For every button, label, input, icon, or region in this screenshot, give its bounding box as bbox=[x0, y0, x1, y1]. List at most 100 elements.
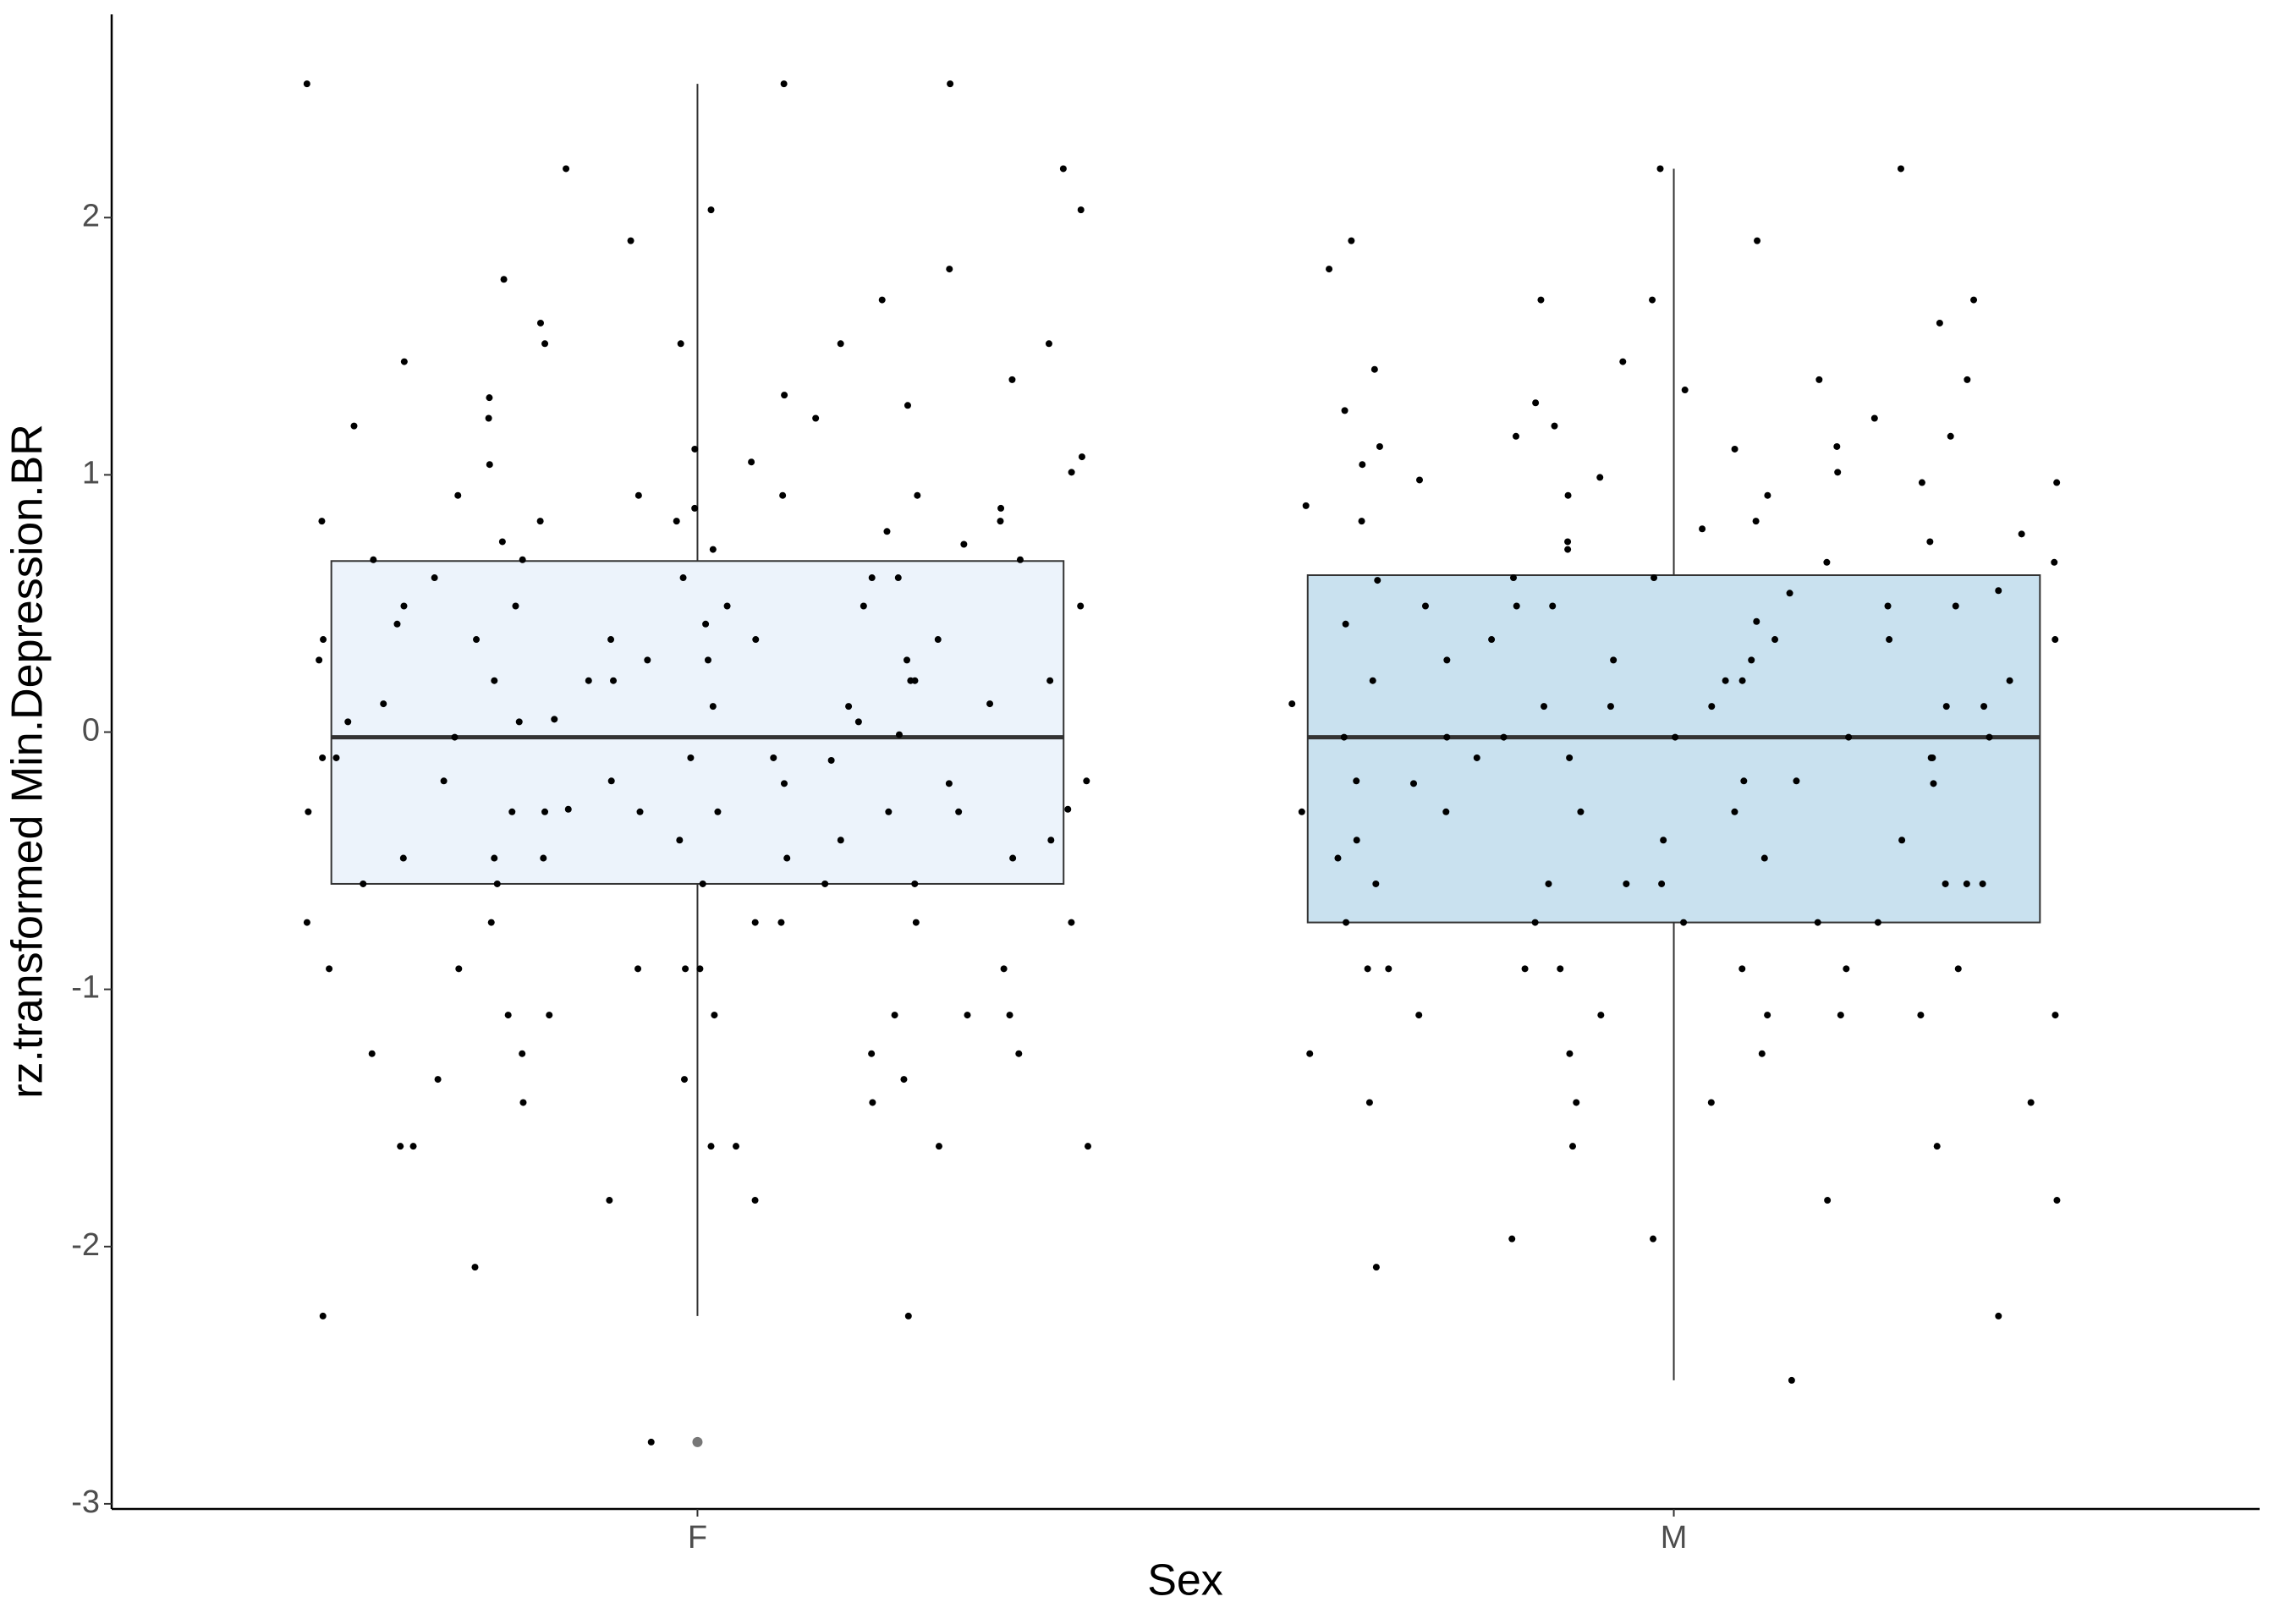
jitter-point bbox=[704, 656, 711, 664]
jitter-point bbox=[1933, 1143, 1941, 1150]
jitter-point bbox=[397, 1143, 404, 1150]
jitter-point bbox=[1557, 965, 1564, 973]
outlier bbox=[692, 1436, 703, 1447]
jitter-point bbox=[1376, 442, 1383, 450]
jitter-point bbox=[1970, 296, 1978, 304]
jitter-point bbox=[454, 491, 462, 499]
jitter-point bbox=[1793, 777, 1800, 785]
jitter-point bbox=[1656, 165, 1664, 173]
jitter-point bbox=[696, 965, 704, 973]
jitter-point bbox=[1623, 880, 1630, 887]
jitter-point bbox=[1708, 703, 1716, 710]
jitter-point bbox=[1566, 754, 1574, 761]
jitter-point bbox=[1707, 1099, 1715, 1106]
jitter-point bbox=[303, 919, 310, 926]
jitter-point bbox=[723, 602, 731, 610]
jitter-point bbox=[748, 458, 755, 466]
jitter-point bbox=[1532, 399, 1540, 407]
jitter-point bbox=[1731, 445, 1738, 453]
jitter-point bbox=[1443, 733, 1451, 741]
jitter-point bbox=[1551, 422, 1558, 430]
jitter-point bbox=[498, 538, 506, 546]
jitter-point bbox=[1926, 538, 1934, 546]
jitter-point bbox=[1006, 1012, 1013, 1019]
jitter-point bbox=[1348, 237, 1355, 244]
jitter-point bbox=[1658, 880, 1666, 887]
jitter-point bbox=[2051, 558, 2058, 566]
jitter-point bbox=[606, 1197, 613, 1204]
jitter-point bbox=[1596, 474, 1604, 481]
jitter-point bbox=[400, 358, 408, 365]
jitter-point bbox=[1537, 296, 1545, 304]
jitter-point bbox=[1009, 854, 1017, 862]
jitter-point bbox=[780, 80, 788, 88]
jitter-point bbox=[733, 1143, 740, 1150]
jitter-point bbox=[1564, 538, 1572, 546]
jitter-point bbox=[504, 1012, 512, 1019]
jitter-point bbox=[691, 445, 699, 453]
jitter-point bbox=[368, 1050, 376, 1057]
jitter-point bbox=[1680, 919, 1688, 926]
jitter-point bbox=[1358, 518, 1365, 525]
jitter-point bbox=[1870, 414, 1878, 422]
jitter-point bbox=[393, 620, 401, 628]
jitter-point bbox=[431, 574, 438, 582]
jitter-point bbox=[585, 677, 592, 684]
jitter-point bbox=[751, 1197, 759, 1204]
jitter-point bbox=[1442, 808, 1450, 815]
y-tick-label: -1 bbox=[71, 970, 100, 1006]
jitter-point bbox=[1365, 1099, 1373, 1106]
jitter-point bbox=[1046, 677, 1054, 684]
jitter-point bbox=[1302, 502, 1310, 509]
jitter-point bbox=[997, 518, 1004, 525]
y-tick-label: 0 bbox=[82, 713, 100, 749]
jitter-point bbox=[1531, 919, 1539, 926]
jitter-point bbox=[1443, 656, 1451, 664]
jitter-point bbox=[508, 808, 516, 815]
jitter-point bbox=[487, 919, 495, 926]
jitter-point bbox=[1884, 602, 1892, 610]
jitter-point bbox=[1359, 461, 1366, 469]
x-tick-label: F bbox=[688, 1520, 707, 1555]
jitter-point bbox=[1047, 837, 1055, 844]
jitter-point bbox=[779, 491, 787, 499]
jitter-point bbox=[1834, 469, 1842, 476]
jitter-point bbox=[1930, 780, 1937, 787]
jitter-point bbox=[2053, 479, 2061, 486]
jitter-point bbox=[960, 540, 968, 548]
jitter-point bbox=[821, 880, 829, 887]
jitter-point bbox=[1917, 1012, 1925, 1019]
jitter-point bbox=[500, 276, 508, 283]
jitter-point bbox=[1610, 656, 1618, 664]
jitter-point bbox=[1963, 880, 1970, 887]
jitter-point bbox=[1545, 880, 1552, 887]
jitter-point bbox=[1509, 574, 1517, 582]
jitter-point bbox=[904, 1312, 912, 1320]
jitter-point bbox=[644, 656, 651, 664]
jitter-point bbox=[1823, 558, 1831, 566]
jitter-point bbox=[1597, 1012, 1605, 1019]
jitter-point bbox=[1942, 880, 1949, 887]
jitter-point bbox=[320, 636, 327, 644]
jitter-point bbox=[1814, 919, 1821, 926]
jitter-point bbox=[895, 731, 903, 738]
jitter-point bbox=[1077, 602, 1085, 610]
jitter-point bbox=[1353, 777, 1360, 785]
jitter-point bbox=[486, 461, 493, 469]
jitter-point bbox=[1649, 296, 1656, 304]
jitter-point bbox=[1837, 1012, 1844, 1019]
jitter-point bbox=[1764, 491, 1771, 499]
x-axis-title: Sex bbox=[1147, 1556, 1223, 1605]
jitter-point bbox=[2027, 1099, 2035, 1106]
jitter-point bbox=[1771, 636, 1779, 644]
jitter-point bbox=[540, 854, 547, 862]
box bbox=[1306, 574, 2041, 924]
box bbox=[330, 560, 1065, 885]
jitter-point bbox=[2052, 1012, 2059, 1019]
jitter-point bbox=[647, 1438, 655, 1446]
jitter-point bbox=[1786, 590, 1793, 597]
jitter-point bbox=[914, 491, 921, 499]
jitter-point bbox=[1385, 965, 1392, 973]
jitter-point bbox=[1752, 518, 1760, 525]
jitter-point bbox=[904, 402, 911, 409]
